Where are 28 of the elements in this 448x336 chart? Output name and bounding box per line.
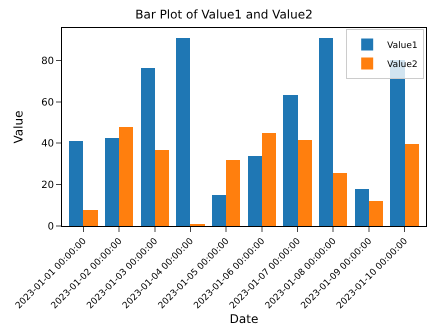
bar: [319, 38, 333, 226]
y-tick-label: 60: [41, 97, 54, 108]
bar: [83, 210, 98, 226]
bar: [69, 141, 83, 226]
bar: [141, 68, 155, 226]
x-axis-title: Date: [230, 312, 258, 326]
bar: [283, 95, 298, 226]
bar: [369, 201, 383, 226]
y-tick-label: 0: [48, 222, 54, 232]
bar: [248, 156, 262, 226]
bar: [262, 133, 276, 226]
bar: [212, 195, 226, 226]
bar: [333, 173, 347, 226]
chart-title: Bar Plot of Value1 and Value2: [135, 7, 313, 22]
y-axis-title: Value: [12, 110, 26, 144]
bar: [176, 38, 190, 226]
bar: [226, 160, 240, 226]
y-tick-label: 80: [41, 56, 54, 67]
legend-label: Value2: [387, 60, 418, 70]
bar: [405, 144, 419, 226]
bar: [119, 127, 133, 226]
legend-label: Value1: [387, 41, 418, 51]
bar: [298, 140, 312, 226]
bar: [355, 189, 369, 226]
bar: [105, 138, 119, 226]
bar: [155, 150, 169, 226]
y-tick-label: 20: [41, 180, 54, 192]
y-tick-label: 40: [41, 138, 54, 150]
